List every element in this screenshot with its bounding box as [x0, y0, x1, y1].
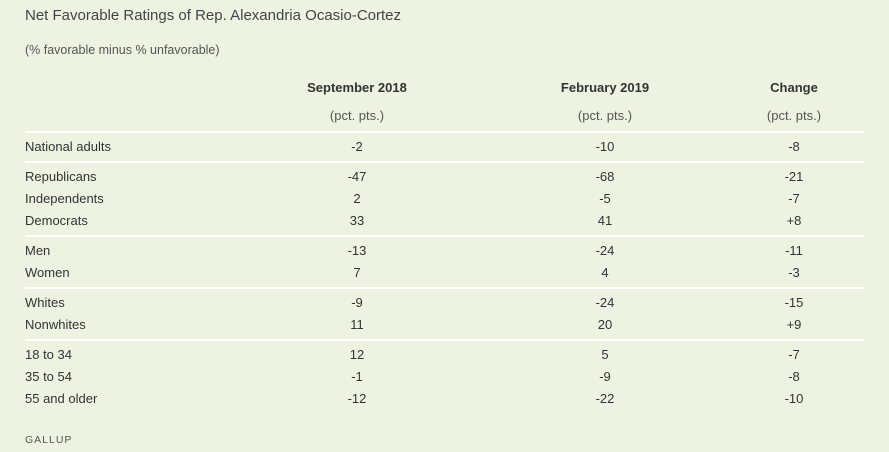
table-cell: -47	[347, 169, 367, 184]
table-cell: -10	[784, 391, 804, 406]
table-cell: 7	[353, 265, 361, 280]
row-label: Nonwhites	[25, 317, 86, 332]
column-header: September 2018	[307, 80, 407, 95]
row-label: 18 to 34	[25, 347, 72, 362]
table-cell: -5	[599, 191, 611, 206]
table-cell: -8	[788, 139, 800, 154]
source-label: GALLUP	[25, 434, 73, 446]
table-cell: +8	[786, 213, 802, 228]
group-divider	[25, 131, 864, 133]
table-cell: -22	[595, 391, 615, 406]
chart-subtitle: (% favorable minus % unfavorable)	[25, 43, 220, 57]
table-cell: 41	[597, 213, 613, 228]
row-label: 55 and older	[25, 391, 98, 406]
table-cell: +9	[786, 317, 802, 332]
column-unit: (pct. pts.)	[766, 108, 822, 123]
table-cell: 11	[350, 317, 364, 332]
table-cell: -8	[788, 369, 800, 384]
row-label: Independents	[25, 191, 104, 206]
table-cell: -12	[347, 391, 367, 406]
table-cell: 33	[349, 213, 365, 228]
table-cell: 5	[601, 347, 609, 362]
chart-title: Net Favorable Ratings of Rep. Alexandria…	[25, 7, 402, 24]
table-cell: -1	[351, 369, 363, 384]
row-label: Republicans	[25, 169, 97, 184]
table-cell: -2	[351, 139, 363, 154]
column-unit: (pct. pts.)	[577, 108, 633, 123]
group-divider	[25, 339, 864, 341]
row-label: Whites	[25, 295, 65, 310]
table-cell: 20	[597, 317, 613, 332]
table-cell: -21	[784, 169, 804, 184]
row-label: National adults	[25, 139, 111, 154]
column-header: Change	[770, 80, 818, 95]
table-cell: -7	[788, 347, 800, 362]
table-cell: -9	[599, 369, 611, 384]
table-cell: -24	[595, 243, 615, 258]
group-divider	[25, 287, 864, 289]
table-cell: -11	[785, 243, 803, 258]
table-cell: -9	[351, 295, 363, 310]
table-cell: -68	[595, 169, 615, 184]
table-cell: -10	[595, 139, 615, 154]
group-divider	[25, 235, 864, 237]
row-label: Women	[25, 265, 70, 280]
row-label: Democrats	[25, 213, 88, 228]
table-cell: 12	[349, 347, 365, 362]
table-cell: 2	[353, 191, 361, 206]
column-header: February 2019	[560, 80, 650, 95]
table-cell: -24	[595, 295, 615, 310]
column-unit: (pct. pts.)	[329, 108, 385, 123]
row-label: 35 to 54	[25, 369, 72, 384]
row-label: Men	[25, 243, 51, 258]
table-cell: 4	[601, 265, 609, 280]
table-cell: -13	[347, 243, 367, 258]
table-cell: -7	[788, 191, 800, 206]
group-divider	[25, 161, 864, 163]
table-cell: -3	[788, 265, 800, 280]
table-cell: -15	[784, 295, 804, 310]
